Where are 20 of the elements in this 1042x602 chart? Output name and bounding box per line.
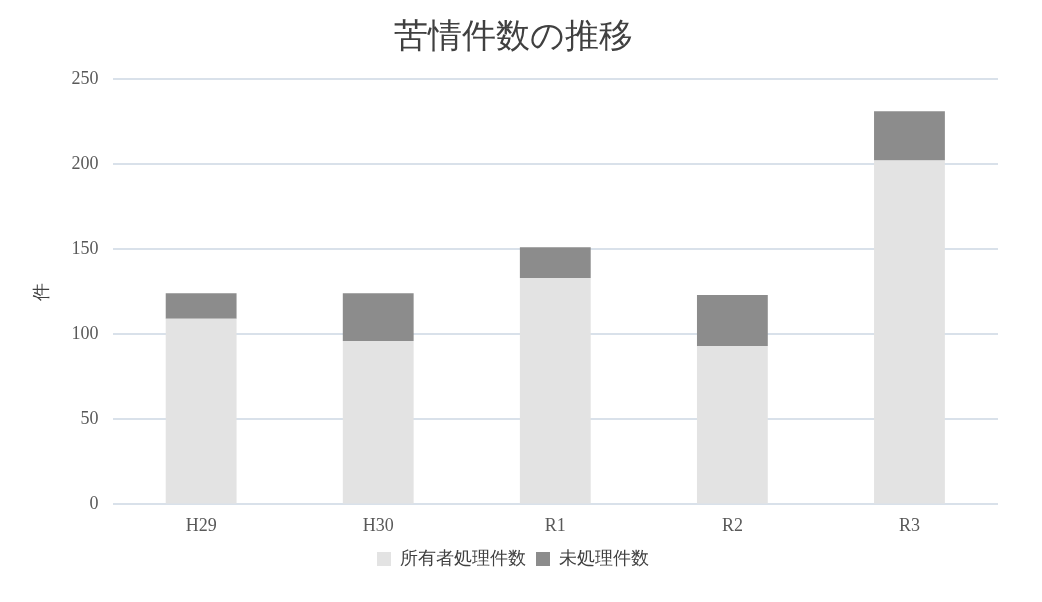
bar	[874, 111, 945, 161]
bar	[696, 295, 768, 347]
x-tick-label: R2	[721, 514, 743, 535]
x-tick-label: H29	[185, 514, 217, 535]
legend-label: 所有者処理件数	[400, 546, 526, 568]
bar	[165, 293, 237, 319]
y-axis-title: 件	[30, 282, 52, 301]
x-tick-label: R3	[898, 514, 920, 535]
y-tick-label: 0	[89, 493, 99, 514]
y-tick-label: 200	[71, 152, 99, 173]
y-tick-label: 150	[71, 237, 99, 258]
bar	[342, 293, 414, 341]
bar	[519, 247, 591, 278]
y-tick-label: 50	[80, 408, 99, 429]
x-tick-label: R1	[544, 514, 566, 535]
y-tick-label: 100	[71, 322, 99, 343]
chart-title: 苦情件数の推移	[393, 15, 633, 56]
x-tick-label: H30	[362, 514, 394, 535]
y-tick-label: 250	[71, 67, 99, 88]
legend-label: 未処理件数	[559, 546, 649, 568]
